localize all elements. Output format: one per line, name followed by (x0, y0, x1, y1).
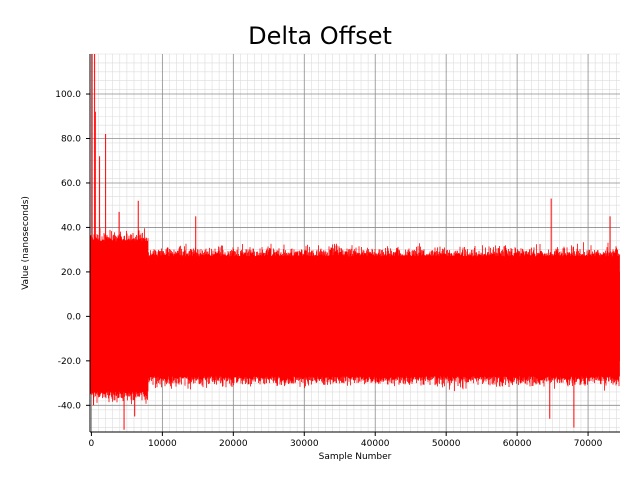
x-tick-label: 30000 (290, 439, 319, 449)
y-tick-label: 40.0 (61, 223, 81, 233)
y-tick-label: 80.0 (61, 134, 81, 144)
x-tick-label: 10000 (148, 439, 177, 449)
y-tick-label: 0.0 (67, 312, 82, 322)
y-tick-label: 100.0 (55, 90, 81, 100)
y-tick-label: 60.0 (61, 179, 81, 189)
series-delta-offset (90, 54, 620, 430)
chart-title: Delta Offset (248, 22, 392, 50)
y-tick-label: 20.0 (61, 268, 81, 278)
axes: 0 10000 20000 30000 40000 50000 60000 70000 -40.… (55, 54, 620, 449)
x-tick-label: 50000 (432, 439, 461, 449)
x-tick-label: 40000 (361, 439, 390, 449)
y-tick-label: -40.0 (58, 401, 82, 411)
x-tick-label: 0 (89, 439, 95, 449)
y-tick-label: -20.0 (58, 357, 82, 367)
x-tick-label: 60000 (503, 439, 532, 449)
y-axis-label: Value (nanoseconds) (21, 196, 31, 290)
x-tick-label: 20000 (219, 439, 248, 449)
x-axis-label: Sample Number (319, 452, 392, 462)
x-tick-label: 70000 (574, 439, 603, 449)
series-core (90, 271, 620, 361)
